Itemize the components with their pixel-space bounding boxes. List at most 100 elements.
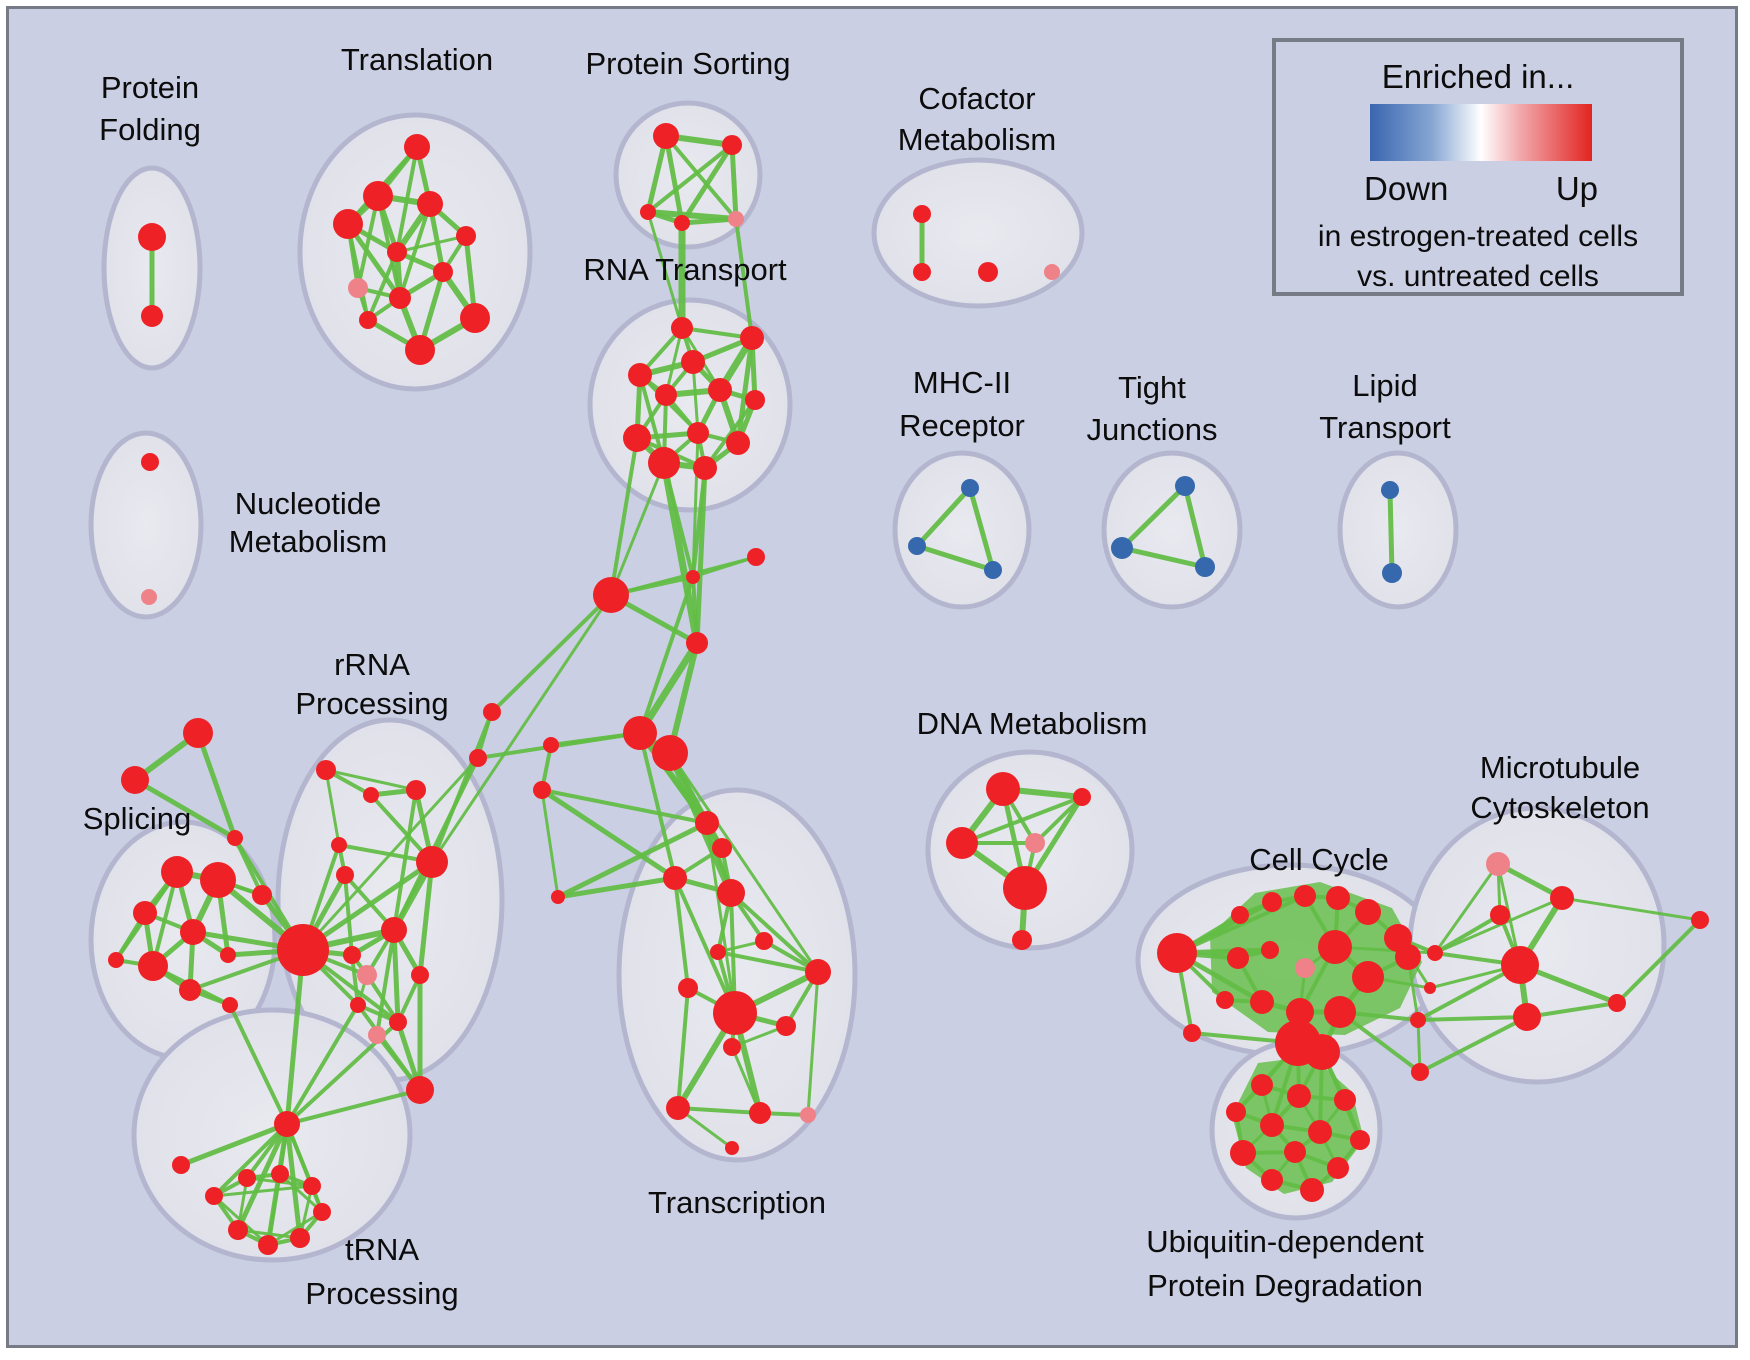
node-geneset xyxy=(913,263,931,281)
node-geneset xyxy=(640,204,656,220)
cluster-label-protein-sorting: Protein Sorting xyxy=(585,46,790,81)
node-geneset xyxy=(363,181,393,211)
edge xyxy=(195,730,238,841)
node-geneset xyxy=(623,716,657,750)
node-geneset xyxy=(800,1107,816,1123)
edge xyxy=(609,436,639,597)
edge xyxy=(914,543,996,573)
edge xyxy=(967,485,996,573)
node-geneset xyxy=(984,561,1002,579)
node-geneset xyxy=(1427,945,1443,961)
edge xyxy=(1433,913,1502,955)
node-geneset xyxy=(717,879,745,907)
cluster-labels: Protein Folding Translation Protein Sorting… xyxy=(83,42,1650,1311)
node-geneset xyxy=(686,570,700,584)
node-geneset xyxy=(946,827,978,859)
edge xyxy=(1119,483,1188,551)
edge xyxy=(1175,894,1307,955)
node-geneset xyxy=(141,305,163,327)
legend-up-label: Up xyxy=(1555,170,1598,207)
node-geneset xyxy=(1490,905,1510,925)
node-geneset xyxy=(749,1102,771,1124)
edge xyxy=(1525,1001,1619,1019)
edge xyxy=(660,459,701,647)
node-geneset xyxy=(220,947,236,963)
node-geneset xyxy=(1073,788,1091,806)
edge xyxy=(646,210,684,330)
legend-caption-line1: in estrogen-treated cells xyxy=(1317,220,1639,253)
node-geneset xyxy=(628,363,652,387)
node-geneset xyxy=(183,718,213,748)
node-geneset xyxy=(1295,958,1315,978)
edge xyxy=(1615,918,1702,1005)
node-geneset xyxy=(533,781,551,799)
legend-title: Enriched in... xyxy=(1381,58,1575,95)
node-geneset xyxy=(433,262,453,282)
node-geneset xyxy=(133,901,157,925)
cluster-label-tight-junctions: Tight xyxy=(1118,370,1186,405)
edge xyxy=(694,465,708,646)
node-geneset xyxy=(405,335,435,365)
node-geneset xyxy=(359,311,377,329)
edge xyxy=(638,731,677,880)
edge xyxy=(555,820,710,900)
cluster-label-ubiquitin-degradation: Ubiquitin-dependent xyxy=(1146,1224,1424,1259)
node-geneset xyxy=(686,632,708,654)
node-geneset xyxy=(728,211,744,227)
node-geneset xyxy=(333,209,363,239)
node-geneset xyxy=(336,866,354,884)
node-geneset xyxy=(1350,1130,1370,1150)
node-geneset xyxy=(1304,1034,1340,1070)
node-geneset xyxy=(331,837,347,853)
node-geneset xyxy=(406,1076,434,1104)
node-geneset xyxy=(1355,899,1381,925)
node-geneset xyxy=(666,1096,690,1120)
edge xyxy=(539,787,678,881)
node-geneset xyxy=(350,997,366,1013)
node-geneset xyxy=(411,966,429,984)
node-geneset xyxy=(1231,906,1249,924)
cluster-label-translation: Translation xyxy=(341,42,493,77)
cluster-label-protein-folding: Folding xyxy=(99,112,201,147)
node-geneset xyxy=(469,749,487,767)
edge xyxy=(1182,483,1208,570)
edge xyxy=(646,143,734,214)
node-geneset xyxy=(108,952,124,968)
edge xyxy=(1433,862,1500,955)
legend-down-label: Down xyxy=(1364,170,1449,207)
node-geneset xyxy=(1318,930,1352,964)
node-geneset xyxy=(1486,852,1510,876)
edge xyxy=(430,593,613,864)
node-geneset xyxy=(674,215,690,231)
edge xyxy=(960,795,1084,845)
edge xyxy=(212,1122,289,1198)
edge xyxy=(1033,795,1084,845)
nodes xyxy=(108,123,1709,1255)
edge xyxy=(345,221,403,301)
node-geneset xyxy=(1230,1140,1256,1166)
edge xyxy=(645,133,669,215)
node-geneset xyxy=(348,278,368,298)
node-geneset xyxy=(1411,1063,1429,1081)
node-geneset xyxy=(406,780,426,800)
node-geneset xyxy=(1261,941,1279,959)
edge xyxy=(392,788,418,932)
node-geneset xyxy=(1550,886,1574,910)
node-geneset xyxy=(1044,264,1060,280)
edge xyxy=(636,639,701,737)
node-geneset xyxy=(1111,537,1133,559)
node-geneset xyxy=(740,326,764,350)
node-geneset xyxy=(1395,944,1421,970)
edge xyxy=(609,461,666,597)
node-geneset xyxy=(1300,1178,1324,1202)
cluster-label-transcription: Transcription xyxy=(648,1185,826,1220)
node-geneset xyxy=(274,1111,300,1137)
node-geneset xyxy=(417,191,443,217)
node-geneset xyxy=(227,830,243,846)
edge xyxy=(228,1003,289,1126)
cluster-label-microtubule-cytoskeleton: Cytoskeleton xyxy=(1470,790,1649,825)
node-geneset xyxy=(725,1141,739,1155)
node-geneset xyxy=(978,262,998,282)
node-geneset xyxy=(913,205,931,223)
